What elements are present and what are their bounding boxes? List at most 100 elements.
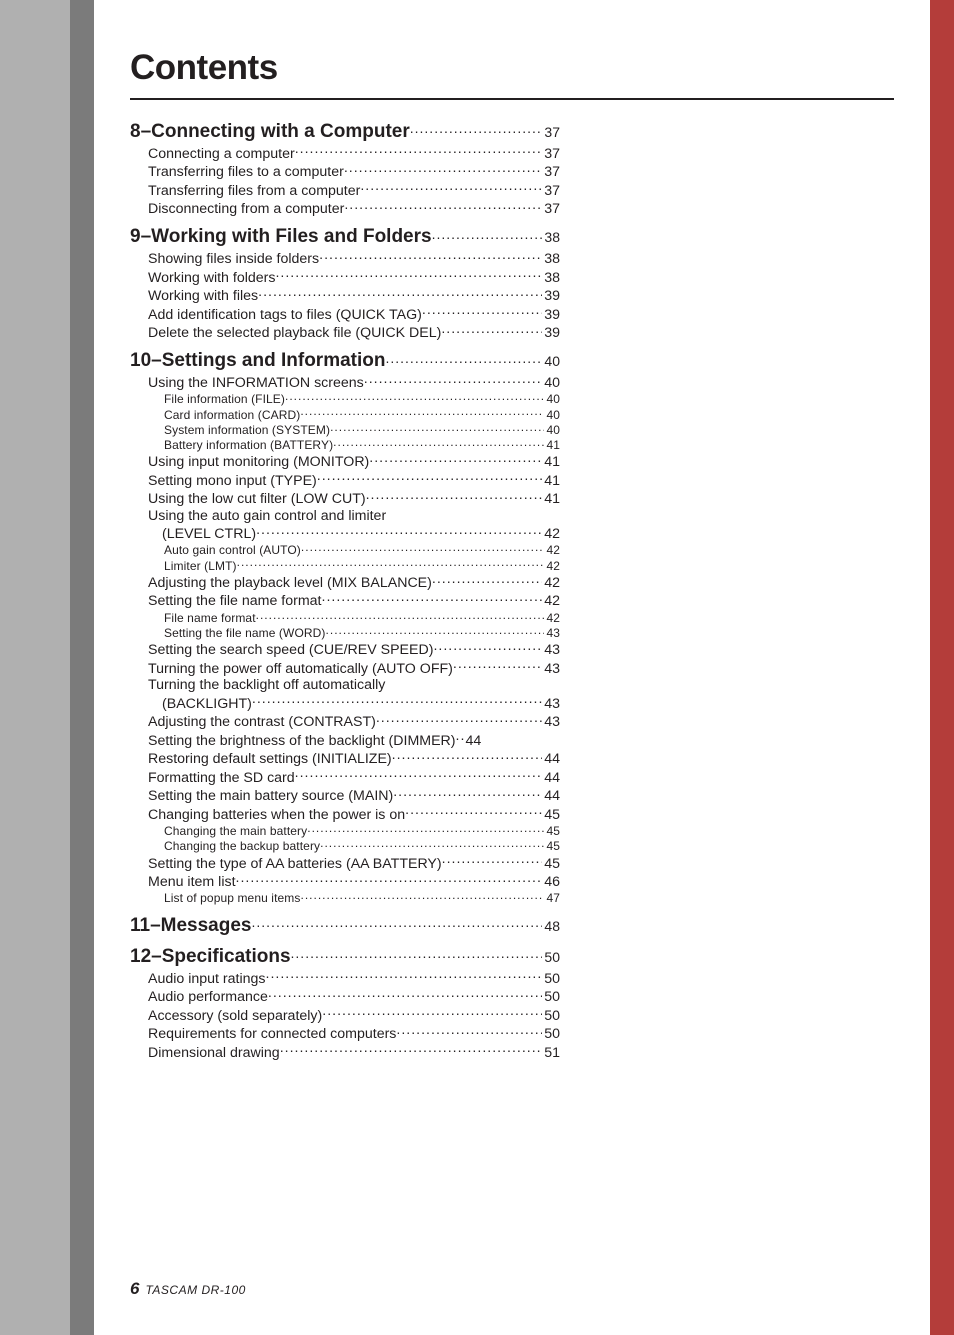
toc-leader [307, 823, 544, 835]
toc-entry: Setting the search speed (CUE/REV SPEED)… [130, 640, 560, 659]
toc-entry: 10–Settings and Information 40 [130, 347, 560, 372]
toc-page: 37 [542, 146, 560, 162]
toc-entry: Adjusting the playback level (MIX BALANC… [130, 573, 560, 592]
toc-page: 46 [542, 874, 560, 890]
toc-entry: Using the low cut filter (LOW CUT) 41 [130, 489, 560, 508]
toc-leader [275, 267, 542, 281]
toc-leader [256, 610, 545, 622]
toc-page: 44 [542, 751, 560, 767]
toc-label: Dimensional drawing [148, 1045, 280, 1061]
toc-leader [295, 143, 543, 157]
toc-label: Disconnecting from a computer [148, 201, 344, 217]
toc-page: 50 [542, 949, 560, 966]
toc-leader [453, 659, 542, 673]
toc-page: 38 [542, 229, 560, 246]
toc-label: Audio input ratings [148, 971, 266, 987]
footer: 6 TASCAM DR-100 [130, 1279, 246, 1299]
toc-label: Card information (CARD) [164, 408, 300, 422]
toc-label: Using the auto gain control and limiter [148, 508, 386, 524]
toc-leader [322, 591, 543, 605]
toc-page: 43 [544, 626, 560, 640]
toc-label: Battery information (BATTERY) [164, 438, 333, 452]
toc-entry: Battery information (BATTERY) 41 [130, 437, 560, 452]
toc-leader [442, 853, 543, 867]
toc-leader [432, 573, 542, 587]
toc-entry: Turning the power off automatically (AUT… [130, 659, 560, 678]
toc-leader [344, 162, 542, 176]
toc-leader [237, 558, 545, 570]
toc-leader [392, 749, 543, 763]
right-red-bar [930, 0, 954, 1335]
toc-entry: Auto gain control (AUTO) 42 [130, 542, 560, 557]
left-gutter [70, 0, 94, 1335]
toc-entry: Changing the backup battery 45 [130, 838, 560, 853]
toc-page: 43 [542, 696, 560, 712]
toc-page: 42 [542, 593, 560, 609]
toc-label: 8–Connecting with a Computer [130, 121, 410, 143]
toc-label: Working with files [148, 288, 258, 304]
toc-label: Turning the power off automatically (AUT… [148, 661, 453, 677]
toc-label: 12–Specifications [130, 946, 291, 968]
toc-entry: Card information (CARD) 40 [130, 407, 560, 422]
toc-entry: Setting the type of AA batteries (AA BAT… [130, 853, 560, 872]
toc-label: Accessory (sold separately) [148, 1008, 322, 1024]
toc-entry: Transferring files to a computer 37 [130, 162, 560, 181]
toc-leader [369, 452, 542, 466]
toc-label: Turning the backlight off automatically [148, 677, 385, 693]
toc-page: 37 [542, 201, 560, 217]
toc-label: Setting the file name (WORD) [164, 626, 326, 640]
toc-label: Audio performance [148, 989, 268, 1005]
toc-leader [322, 1005, 542, 1019]
toc-page: 48 [542, 918, 560, 935]
toc-page: 40 [542, 353, 560, 370]
toc-label: List of popup menu items [164, 891, 300, 905]
toc-page: 40 [544, 408, 560, 422]
toc-entry: Working with folders 38 [130, 267, 560, 286]
toc-page: 51 [542, 1045, 560, 1061]
toc-leader [333, 437, 544, 449]
toc-entry: (BACKLIGHT)43 [130, 693, 560, 712]
toc-page: 42 [544, 559, 560, 573]
table-of-contents: 8–Connecting with a Computer 37Connectin… [130, 118, 560, 1061]
toc-leader [320, 838, 544, 850]
toc-label: File information (FILE) [164, 392, 285, 406]
toc-page: 39 [542, 307, 560, 323]
toc-entry: Add identification tags to files (QUICK … [130, 304, 560, 323]
toc-page: 39 [542, 288, 560, 304]
toc-label: Limiter (LMT) [164, 559, 237, 573]
toc-entry: System information (SYSTEM) 40 [130, 422, 560, 437]
toc-label: Using the low cut filter (LOW CUT) [148, 491, 366, 507]
toc-leader [317, 471, 542, 485]
footer-model: DR-100 [201, 1283, 245, 1297]
toc-entry: Setting the main battery source (MAIN) 4… [130, 786, 560, 805]
toc-page: 42 [544, 543, 560, 557]
toc-page: 41 [542, 473, 560, 489]
toc-entry: Connecting a computer 37 [130, 143, 560, 162]
toc-leader [405, 805, 542, 819]
toc-label: Transferring files to a computer [148, 164, 344, 180]
toc-label: Add identification tags to files (QUICK … [148, 307, 422, 323]
toc-page: 38 [542, 270, 560, 286]
toc-page: 42 [542, 526, 560, 542]
toc-label: Setting the brightness of the backlight … [148, 733, 456, 749]
toc-entry: Formatting the SD card 44 [130, 767, 560, 786]
toc-leader [300, 407, 544, 419]
toc-entry: Menu item list 46 [130, 872, 560, 891]
toc-entry: Setting the file name format 42 [130, 591, 560, 610]
toc-label: Changing the backup battery [164, 839, 320, 853]
toc-entry: 11–Messages 48 [130, 912, 560, 937]
toc-entry-wrap-first: Turning the backlight off automatically [130, 677, 560, 693]
toc-page: 40 [544, 423, 560, 437]
toc-leader [319, 249, 542, 263]
toc-label: Working with folders [148, 270, 275, 286]
toc-label: Using input monitoring (MONITOR) [148, 454, 369, 470]
toc-page: 41 [542, 454, 560, 470]
toc-entry: 8–Connecting with a Computer 37 [130, 118, 560, 143]
toc-leader [280, 1042, 543, 1056]
toc-entry: Audio performance 50 [130, 987, 560, 1006]
toc-leader [291, 943, 543, 962]
toc-entry: 9–Working with Files and Folders 38 [130, 223, 560, 248]
page: Contents 8–Connecting with a Computer 37… [70, 0, 954, 1335]
toc-entry: Restoring default settings (INITIALIZE) … [130, 749, 560, 768]
toc-page: 37 [542, 183, 560, 199]
